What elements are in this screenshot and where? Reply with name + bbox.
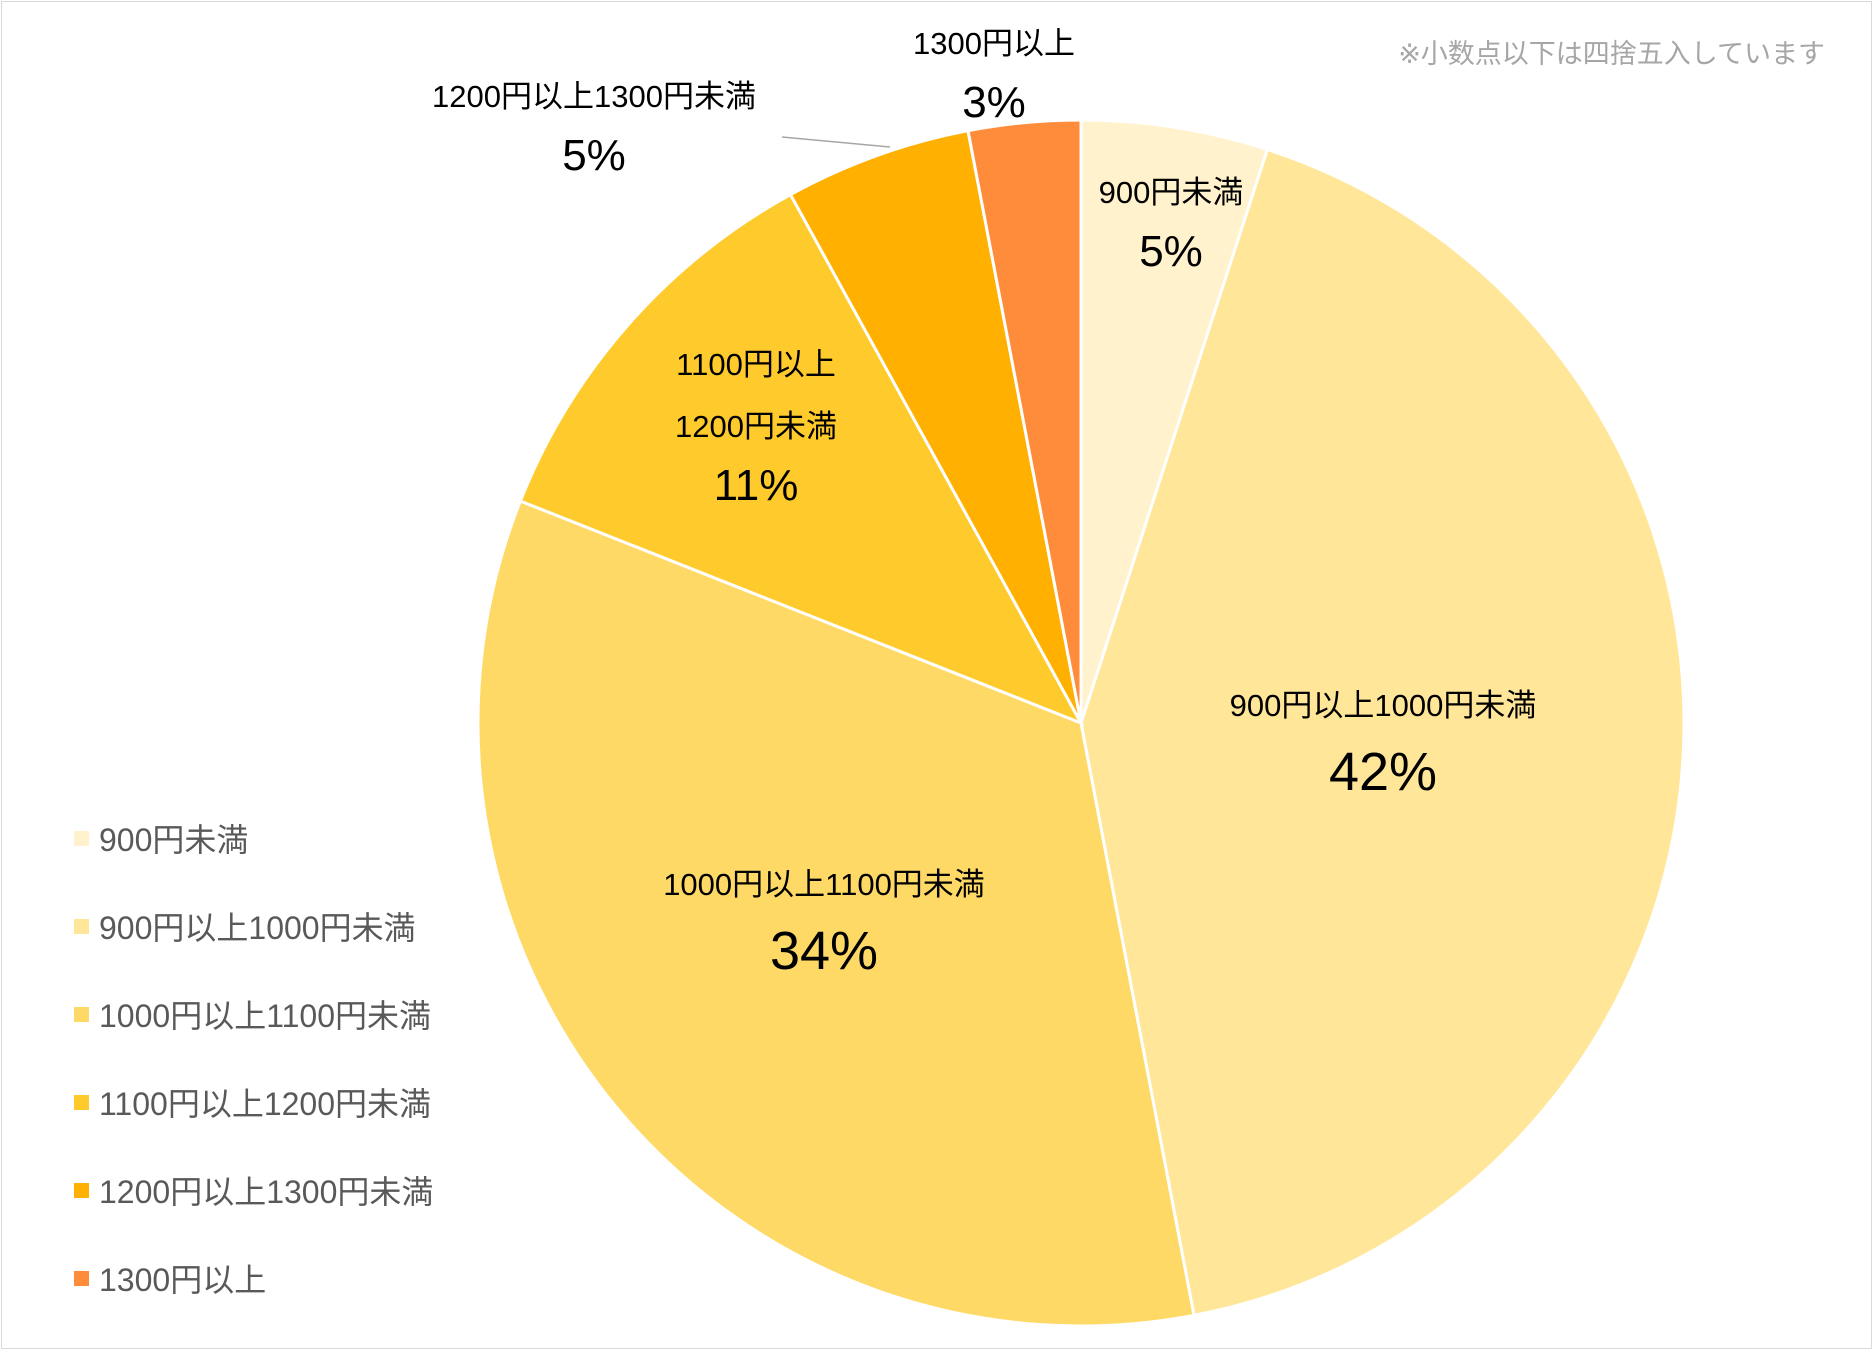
pie-slice (966, 118, 1083, 724)
legend-swatch (74, 1182, 89, 1198)
pie-slice (788, 128, 1083, 724)
legend-label: 900円未満 (99, 822, 249, 858)
pie-slice (1079, 147, 1686, 1318)
data-label-name: 1300円以上 (913, 26, 1075, 61)
data-label: 1200円以上1300円未満 5% (432, 66, 756, 184)
legend-swatch (74, 918, 89, 934)
legend-label: 1100円以上1200円未満 (99, 1086, 432, 1122)
pie-slice (476, 499, 1196, 1328)
data-label: 1100円以上1200円未満 11% (656, 334, 856, 514)
data-label-value: 5% (562, 131, 626, 180)
legend-label: 1200円以上1300円未満 (99, 1174, 434, 1210)
data-label-name: 1000円以上1100円未満 (663, 867, 985, 902)
legend-item: 1100円以上1200円未満 (74, 1079, 431, 1125)
data-label-value: 42% (1328, 742, 1438, 802)
legend-item: 1300円以上 (74, 1255, 266, 1301)
data-label-value: 5% (1139, 227, 1203, 276)
data-label-name: 900円未満 (1098, 175, 1244, 210)
data-label: 900円未満 5% (1099, 162, 1244, 280)
legend-item: 900円以上1000円未満 (74, 903, 416, 949)
legend-item: 900円未満 (74, 815, 248, 861)
data-label-value: 3% (962, 78, 1026, 127)
legend-swatch (74, 1006, 89, 1022)
legend-item: 1000円以上1100円未満 (74, 991, 431, 1037)
legend-item: 1200円以上1300円未満 (74, 1167, 433, 1213)
legend-swatch (74, 1270, 89, 1286)
note: ※小数点以下は四捨五入しています (1398, 39, 1825, 69)
data-label: 900円以上1000円未満 42% (1230, 675, 1537, 807)
pie-slice (518, 192, 1085, 726)
legend-label: 900円以上1000円未満 (99, 910, 416, 946)
data-label-name: 1100円以上1200円未満 (675, 347, 837, 444)
data-label-name: 900円以上1000円未満 (1229, 688, 1537, 723)
legend-swatch (74, 1094, 89, 1110)
data-label-value: 34% (769, 921, 879, 981)
data-label-value: 11% (713, 461, 799, 510)
data-label: 1000円以上1100円未満 34% (663, 854, 985, 986)
legend-label: 1000円以上1100円未満 (99, 998, 432, 1034)
leader-line (781, 136, 891, 148)
data-label: 1300円以上 3% (913, 13, 1075, 131)
pie-slice (1079, 118, 1270, 724)
data-label-name: 1200円以上1300円未満 (432, 79, 756, 114)
legend-label: 1300円以上 (99, 1262, 267, 1298)
legend-swatch (74, 830, 89, 846)
